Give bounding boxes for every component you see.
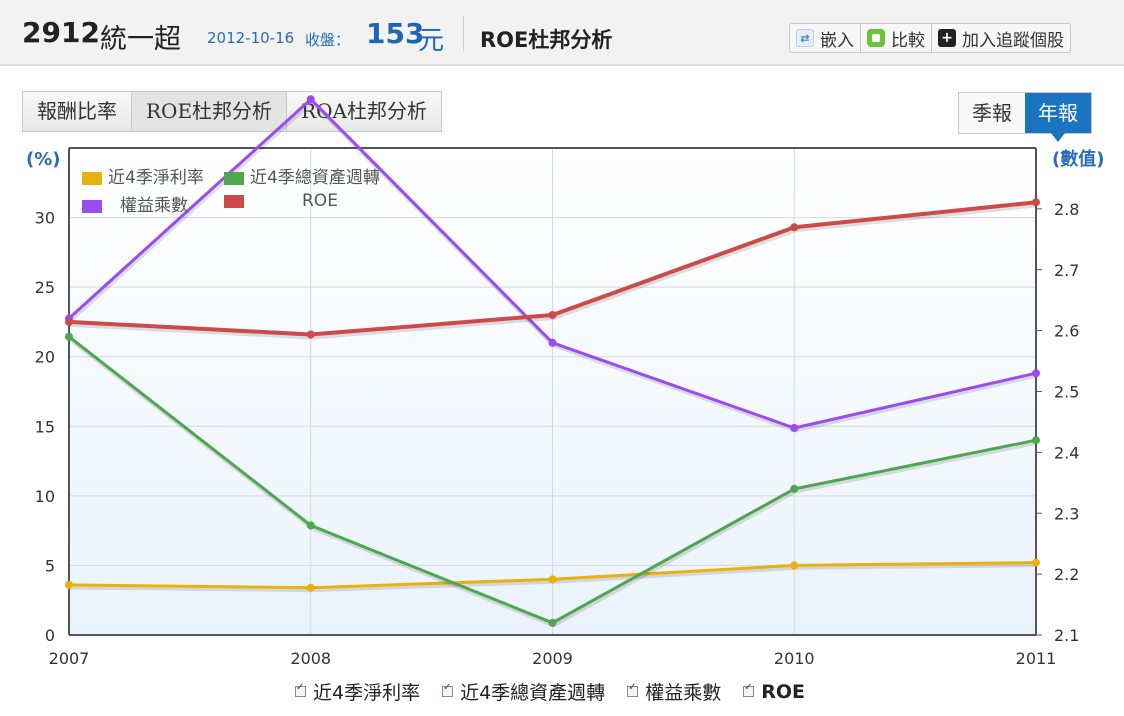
series-toggle-legend: 近4季淨利率 近4季總資產週轉 權益乘數 ROE [295, 678, 827, 705]
y-left-tick-label: 15 [35, 417, 55, 436]
data-point-equity-multiplier [1032, 369, 1040, 378]
data-point-asset-turnover [65, 332, 73, 341]
y-right-tick-label: 2.4 [1054, 443, 1079, 462]
data-point-equity-multiplier [306, 95, 315, 104]
x-tick-label: 2009 [532, 649, 573, 668]
data-point-asset-turnover [1032, 436, 1040, 445]
legend-item-asset-turnover: 近4季總資產週轉 [224, 163, 380, 188]
data-point-roe [65, 317, 73, 326]
x-tick-label: 2010 [774, 649, 815, 668]
toolbar: ⇄ 嵌入 比較 + 加入追蹤個股 [789, 23, 1071, 53]
y-right-tick-label: 2.2 [1054, 565, 1079, 584]
data-point-asset-turnover [790, 484, 799, 493]
toggle-roe[interactable]: ROE [743, 678, 805, 705]
x-tick-label: 2008 [290, 649, 331, 668]
compare-icon [867, 29, 885, 47]
price-unit: 元 [418, 26, 445, 56]
y-right-tick-label: 2.8 [1054, 200, 1079, 219]
tab-roe-dupont[interactable]: ROE杜邦分析 [132, 92, 288, 131]
page-title: ROE杜邦分析 [480, 28, 613, 52]
y-right-tick-label: 2.3 [1054, 504, 1079, 523]
legend-swatch-roe [224, 194, 244, 208]
y-left-tick-label: 25 [35, 278, 55, 297]
data-point-net-margin [790, 561, 799, 570]
x-tick-label: 2011 [1016, 649, 1057, 668]
add-watchlist-label: 加入追蹤個股 [962, 30, 1064, 51]
legend-label-roe: ROE [302, 191, 338, 211]
legend-item-net-margin: 近4季淨利率 [82, 163, 204, 188]
plus-icon: + [938, 29, 956, 47]
checkbox-equity-multiplier[interactable] [627, 682, 639, 697]
data-point-asset-turnover [306, 521, 315, 530]
legend-label-asset-turnover: 近4季總資產週轉 [250, 168, 380, 188]
toggle-label-asset-turnover: 近4季總資產週轉 [460, 682, 606, 704]
x-tick-label: 2007 [49, 649, 90, 668]
embed-icon: ⇄ [796, 29, 814, 47]
data-point-equity-multiplier [548, 338, 557, 347]
tab-annual[interactable]: 年報 [1025, 93, 1091, 142]
legend-label-net-margin: 近4季淨利率 [108, 168, 204, 188]
toggle-equity-multiplier[interactable]: 權益乘數 [627, 678, 721, 705]
analysis-tabs: 報酬比率 ROE杜邦分析 ROA杜邦分析 [22, 91, 442, 132]
data-point-asset-turnover [548, 618, 557, 627]
toggle-label-equity-multiplier: 權益乘數 [645, 682, 722, 704]
legend-swatch-net-margin [82, 171, 102, 185]
tab-quarterly[interactable]: 季報 [959, 93, 1025, 133]
toggle-net-margin[interactable]: 近4季淨利率 [295, 678, 420, 705]
legend-item-equity-multiplier: 權益乘數 [82, 191, 188, 216]
legend-label-equity-multiplier: 權益乘數 [120, 196, 188, 216]
y-left-tick-label: 30 [35, 209, 55, 228]
legend-swatch-equity-multiplier [82, 199, 102, 213]
embed-label: 嵌入 [820, 30, 854, 51]
checkbox-net-margin[interactable] [295, 682, 306, 697]
stock-code: 2912 [22, 16, 100, 49]
y-right-tick-label: 2.6 [1054, 322, 1079, 341]
data-point-roe [306, 330, 315, 339]
checkbox-roe[interactable] [743, 682, 755, 697]
y-left-axis-title: (%) [26, 149, 61, 170]
y-right-tick-label: 2.5 [1054, 383, 1079, 402]
data-point-net-margin [1032, 558, 1040, 567]
compare-button[interactable]: 比較 [861, 24, 932, 52]
tab-return-ratio[interactable]: 報酬比率 [23, 92, 132, 131]
checkbox-asset-turnover[interactable] [442, 682, 454, 697]
data-point-equity-multiplier [790, 424, 799, 433]
header-divider [463, 16, 464, 52]
header-bar: 2912 統一超 2012-10-16 收盤： 153 元 ROE杜邦分析 ⇄ … [0, 0, 1124, 66]
toggle-label-roe: ROE [761, 680, 805, 703]
toggle-asset-turnover[interactable]: 近4季總資產週轉 [442, 678, 605, 705]
data-point-net-margin [548, 575, 557, 584]
embed-button[interactable]: ⇄ 嵌入 [790, 24, 861, 52]
y-left-tick-label: 20 [35, 348, 55, 367]
add-watchlist-button[interactable]: + 加入追蹤個股 [932, 24, 1070, 52]
data-point-roe [548, 310, 557, 319]
legend-item-roe: ROE [224, 191, 338, 211]
data-point-roe [790, 223, 799, 232]
toggle-label-net-margin: 近4季淨利率 [313, 682, 421, 704]
y-right-tick-label: 2.1 [1054, 626, 1079, 645]
close-price: 153 [366, 17, 425, 50]
data-point-roe [1032, 198, 1040, 207]
period-tabs: 季報 年報 [958, 92, 1092, 142]
y-left-tick-label: 10 [35, 487, 55, 506]
y-left-tick-label: 0 [45, 626, 55, 645]
close-label: 收盤： [305, 31, 351, 49]
y-left-tick-label: 5 [45, 556, 55, 575]
stock-name: 統一超 [100, 24, 181, 55]
data-point-net-margin [65, 580, 73, 589]
data-point-net-margin [306, 583, 315, 592]
legend-swatch-asset-turnover [224, 171, 244, 185]
quote-date: 2012-10-16 [207, 29, 295, 47]
y-right-tick-label: 2.7 [1054, 261, 1079, 280]
y-right-axis-title: (數值) [1052, 148, 1104, 170]
compare-label: 比較 [891, 30, 925, 51]
